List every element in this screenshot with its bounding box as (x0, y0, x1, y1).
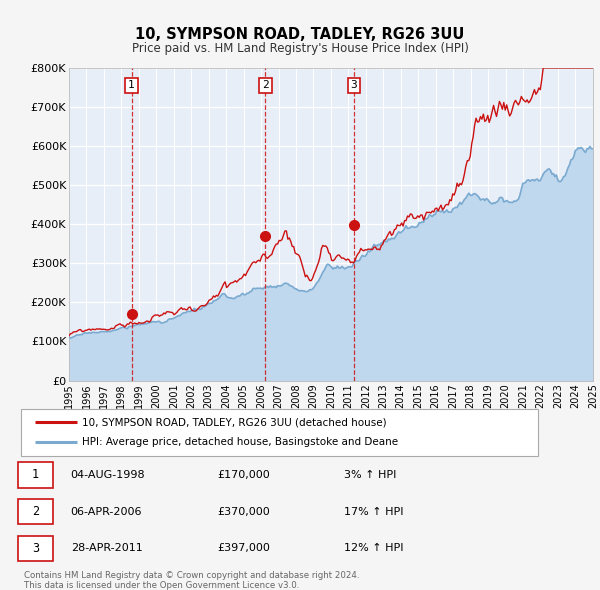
Text: 28-APR-2011: 28-APR-2011 (71, 543, 142, 553)
Text: 12% ↑ HPI: 12% ↑ HPI (344, 543, 404, 553)
FancyBboxPatch shape (20, 409, 538, 455)
Text: Contains HM Land Registry data © Crown copyright and database right 2024.: Contains HM Land Registry data © Crown c… (23, 571, 359, 580)
Text: 3% ↑ HPI: 3% ↑ HPI (344, 470, 397, 480)
Text: 3: 3 (350, 80, 358, 90)
Text: 1: 1 (32, 468, 39, 481)
Text: HPI: Average price, detached house, Basingstoke and Deane: HPI: Average price, detached house, Basi… (82, 437, 398, 447)
Text: 2: 2 (262, 80, 269, 90)
FancyBboxPatch shape (18, 536, 53, 561)
Text: This data is licensed under the Open Government Licence v3.0.: This data is licensed under the Open Gov… (23, 581, 299, 590)
Text: 3: 3 (32, 542, 39, 555)
Text: 06-APR-2006: 06-APR-2006 (71, 507, 142, 517)
FancyBboxPatch shape (18, 499, 53, 525)
Text: £397,000: £397,000 (218, 543, 271, 553)
Text: 10, SYMPSON ROAD, TADLEY, RG26 3UU: 10, SYMPSON ROAD, TADLEY, RG26 3UU (136, 27, 464, 41)
FancyBboxPatch shape (18, 463, 53, 488)
Text: 1: 1 (128, 80, 135, 90)
Text: 04-AUG-1998: 04-AUG-1998 (71, 470, 145, 480)
Text: £370,000: £370,000 (218, 507, 271, 517)
Text: 2: 2 (32, 505, 39, 518)
Text: £170,000: £170,000 (218, 470, 271, 480)
Text: 10, SYMPSON ROAD, TADLEY, RG26 3UU (detached house): 10, SYMPSON ROAD, TADLEY, RG26 3UU (deta… (82, 417, 387, 427)
Text: 17% ↑ HPI: 17% ↑ HPI (344, 507, 404, 517)
Text: Price paid vs. HM Land Registry's House Price Index (HPI): Price paid vs. HM Land Registry's House … (131, 42, 469, 55)
